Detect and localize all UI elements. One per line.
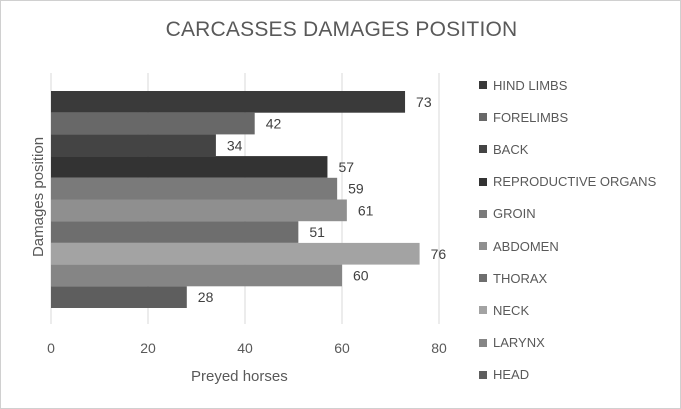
data-label: 57 bbox=[338, 159, 354, 175]
data-labels: 73 42 34 57 59 61 51 76 60 28 bbox=[198, 94, 447, 305]
legend-swatch bbox=[479, 274, 487, 283]
legend-swatch bbox=[479, 338, 487, 347]
bar-head bbox=[51, 286, 187, 308]
legend-item: LARYNX bbox=[479, 331, 545, 355]
legend-item: HIND LIMBS bbox=[479, 73, 567, 97]
bar-hind-limbs bbox=[51, 91, 406, 113]
legend-label: BACK bbox=[493, 141, 529, 157]
legend-label: GROIN bbox=[493, 206, 536, 222]
legend-label: HEAD bbox=[493, 367, 530, 383]
legend-item: BACK bbox=[479, 137, 528, 161]
legend-item: HEAD bbox=[479, 363, 529, 387]
x-tick-label: 0 bbox=[47, 340, 55, 356]
data-label: 51 bbox=[309, 224, 325, 240]
legend-item: THORAX bbox=[479, 266, 547, 290]
legend-swatch bbox=[479, 306, 487, 315]
data-label: 76 bbox=[431, 246, 447, 262]
x-tick-label: 80 bbox=[431, 340, 447, 356]
legend-swatch bbox=[479, 81, 487, 89]
data-label: 61 bbox=[358, 202, 374, 218]
legend-swatch bbox=[479, 242, 487, 250]
x-tick-label: 20 bbox=[140, 340, 156, 356]
legend-swatch bbox=[479, 113, 487, 122]
data-label: 34 bbox=[227, 137, 243, 153]
legend-label: FORELIMBS bbox=[493, 109, 569, 125]
bar-groin bbox=[51, 177, 338, 200]
bar-forelimbs bbox=[51, 112, 255, 135]
legend-item: FORELIMBS bbox=[479, 105, 568, 129]
legend-swatch bbox=[479, 145, 487, 154]
legend-label: NECK bbox=[493, 302, 530, 318]
bar-neck bbox=[51, 242, 420, 265]
legend-item: REPRODUCTIVE ORGANS bbox=[479, 170, 656, 194]
bar-abdomen bbox=[51, 199, 347, 222]
legend-label: REPRODUCTIVE ORGANS bbox=[493, 174, 657, 190]
legend-item: ABDOMEN bbox=[479, 234, 559, 258]
y-axis-title: Damages position bbox=[30, 137, 47, 257]
x-axis-title: Preyed horses bbox=[191, 368, 288, 385]
data-label: 59 bbox=[348, 181, 364, 197]
bars bbox=[51, 91, 420, 308]
data-label: 28 bbox=[198, 289, 214, 305]
chart-title: CARCASSES DAMAGES POSITION bbox=[165, 18, 518, 41]
data-label: 73 bbox=[416, 94, 432, 110]
legend-item: GROIN bbox=[479, 202, 536, 226]
bar-reproductive-organs bbox=[51, 156, 328, 178]
legend-label: LARYNX bbox=[493, 335, 545, 351]
legend-item: NECK bbox=[479, 298, 529, 322]
legend-swatch bbox=[479, 370, 487, 379]
legend-swatch bbox=[479, 177, 487, 186]
legend-swatch bbox=[479, 209, 487, 218]
legend-label: HIND LIMBS bbox=[493, 77, 568, 93]
x-tick-label: 40 bbox=[237, 340, 253, 356]
bar-larynx bbox=[51, 264, 342, 287]
bar-back bbox=[51, 134, 216, 157]
x-tick-label: 60 bbox=[334, 340, 350, 356]
data-label: 60 bbox=[353, 267, 369, 283]
data-label: 42 bbox=[266, 116, 282, 132]
x-tick-labels: 0 20 40 60 80 bbox=[47, 340, 447, 356]
legend-label: ABDOMEN bbox=[493, 238, 559, 254]
legend-label: THORAX bbox=[493, 270, 548, 286]
bar-thorax bbox=[51, 221, 299, 243]
